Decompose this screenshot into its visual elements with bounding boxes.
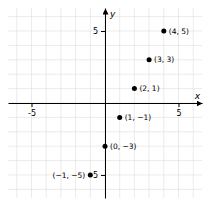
chart: -55-55xy(−1, −5)(0, −3)(1, −1)(2, 1)(3, … <box>0 0 210 206</box>
data-labels: (−1, −5) (0, −3) (1, −1) (2, 1) (3, 3) (4, 5) <box>53 27 189 180</box>
data-label: (−1, −5) <box>53 171 86 180</box>
data-label: (4, 5) <box>169 27 189 36</box>
point <box>161 29 166 34</box>
tick: 5 <box>93 27 105 36</box>
axis-line <box>105 9 106 199</box>
tick-label: 5 <box>176 109 181 118</box>
point <box>103 144 108 149</box>
tick-label: -5 <box>28 109 36 118</box>
tick-label: 5 <box>93 27 98 36</box>
data-label: (1, −1) <box>125 113 152 122</box>
tick-mark <box>101 31 105 32</box>
data-label: (3, 3) <box>154 55 174 64</box>
point <box>117 115 122 120</box>
data-label: (2, 1) <box>139 84 159 93</box>
point <box>88 172 93 177</box>
tick-mark <box>32 103 33 107</box>
data-label: (0, −3) <box>110 142 137 151</box>
tick-mark <box>178 103 179 107</box>
y-axis-title: y <box>109 9 116 19</box>
tick: 5 <box>176 103 181 118</box>
point <box>147 57 152 62</box>
tick-mark <box>101 175 105 176</box>
y-axis: -55 <box>90 9 105 199</box>
x-axis-title: x <box>194 91 201 101</box>
tick: -5 <box>28 103 36 118</box>
grid <box>8 8 202 198</box>
points <box>88 29 166 178</box>
point <box>132 86 137 91</box>
